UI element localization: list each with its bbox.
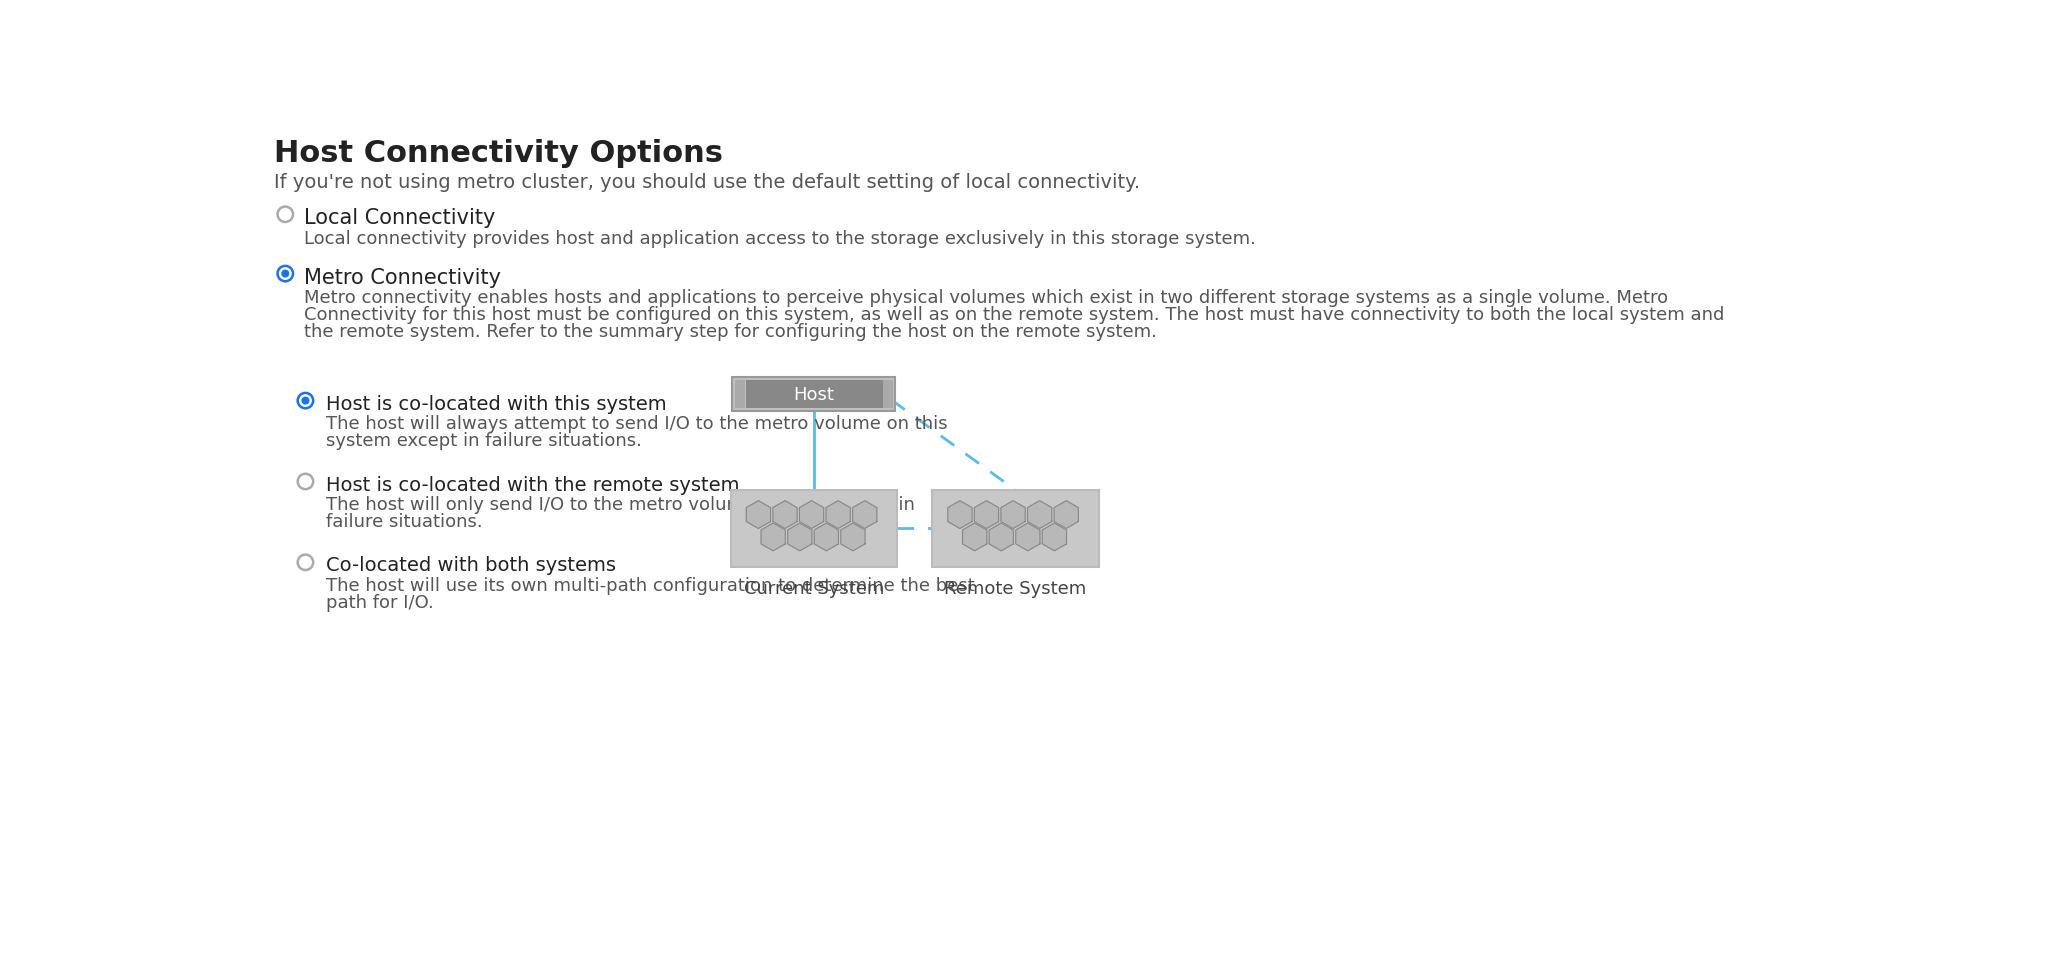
Polygon shape [1015, 523, 1040, 552]
Polygon shape [772, 501, 797, 529]
FancyBboxPatch shape [733, 378, 896, 411]
Text: path for I/O.: path for I/O. [325, 594, 432, 611]
Text: Local Connectivity: Local Connectivity [305, 208, 496, 228]
Polygon shape [813, 523, 838, 552]
Polygon shape [789, 523, 811, 552]
Polygon shape [852, 501, 877, 529]
Polygon shape [974, 501, 999, 529]
Polygon shape [962, 523, 986, 552]
Text: If you're not using metro cluster, you should use the default setting of local c: If you're not using metro cluster, you s… [274, 173, 1141, 192]
Polygon shape [826, 501, 850, 529]
Polygon shape [1042, 523, 1067, 552]
Polygon shape [1001, 501, 1025, 529]
Text: Current System: Current System [743, 580, 883, 598]
Circle shape [282, 270, 290, 279]
Polygon shape [840, 523, 865, 552]
Text: Metro connectivity enables hosts and applications to perceive physical volumes w: Metro connectivity enables hosts and app… [305, 289, 1668, 307]
Text: Host is co-located with the remote system: Host is co-located with the remote syste… [325, 475, 739, 494]
Polygon shape [988, 523, 1013, 552]
Text: system except in failure situations.: system except in failure situations. [325, 432, 642, 450]
Polygon shape [1027, 501, 1052, 529]
FancyBboxPatch shape [731, 490, 898, 567]
Text: Connectivity for this host must be configured on this system, as well as on the : Connectivity for this host must be confi… [305, 306, 1723, 324]
Polygon shape [1054, 501, 1079, 529]
Text: Host: Host [793, 386, 834, 404]
Bar [735, 380, 745, 408]
Text: Host Connectivity Options: Host Connectivity Options [274, 139, 723, 168]
Polygon shape [762, 523, 784, 552]
Text: The host will always attempt to send I/O to the metro volume on this: The host will always attempt to send I/O… [325, 415, 947, 433]
Text: Local connectivity provides host and application access to the storage exclusive: Local connectivity provides host and app… [305, 230, 1256, 247]
Text: failure situations.: failure situations. [325, 512, 482, 531]
Text: Co-located with both systems: Co-located with both systems [325, 556, 616, 575]
Text: Remote System: Remote System [945, 580, 1087, 598]
FancyBboxPatch shape [933, 490, 1100, 567]
Text: Host is co-located with this system: Host is co-located with this system [325, 394, 667, 414]
Circle shape [301, 397, 309, 405]
Bar [747, 380, 892, 408]
Bar [883, 380, 894, 408]
Polygon shape [947, 501, 972, 529]
Text: Metro Connectivity: Metro Connectivity [305, 267, 500, 288]
Polygon shape [799, 501, 824, 529]
Text: The host will only send I/O to the metro volume on this system in: The host will only send I/O to the metro… [325, 496, 914, 513]
Text: The host will use its own multi-path configuration to determine the best: The host will use its own multi-path con… [325, 577, 974, 595]
Polygon shape [745, 501, 770, 529]
Text: the remote system. Refer to the summary step for configuring the host on the rem: the remote system. Refer to the summary … [305, 323, 1157, 340]
